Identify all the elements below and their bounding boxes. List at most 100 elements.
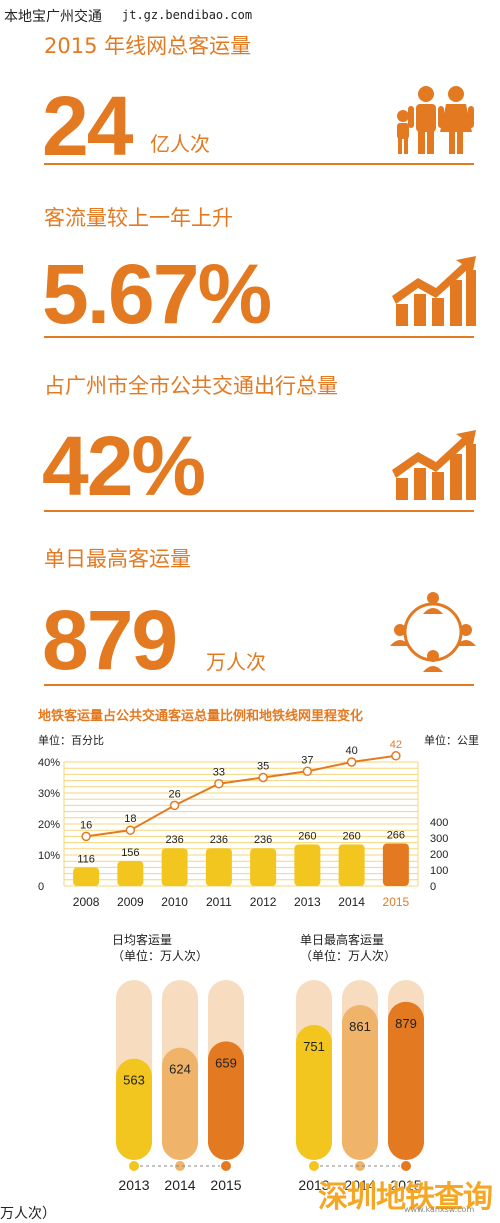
pill-bar — [162, 1047, 198, 1160]
bar — [161, 848, 188, 886]
left-tick-label: 0 — [38, 881, 44, 893]
pill-bar — [296, 1024, 332, 1160]
pill-year-label: 2013 — [298, 1177, 329, 1193]
x-tick-label: 2012 — [250, 895, 277, 909]
divider — [44, 336, 474, 338]
pill-value: 751 — [303, 1039, 325, 1054]
pill-value: 659 — [215, 1055, 237, 1070]
stat-title-total: 2015 年线网总客运量 — [44, 34, 252, 58]
pill-year-label: 2015 — [390, 1177, 421, 1193]
pill-dot — [401, 1161, 411, 1171]
right-tick-label: 0 — [430, 881, 436, 893]
pill-dot — [175, 1161, 185, 1171]
x-tick-label: 2015 — [383, 895, 410, 909]
pill-dot — [355, 1161, 365, 1171]
line-label: 37 — [301, 754, 313, 766]
bar — [73, 867, 100, 886]
bar-label: 260 — [298, 830, 316, 842]
left-tick-label: 40% — [38, 757, 60, 769]
bar-label: 260 — [342, 830, 360, 842]
pill-dot — [129, 1161, 139, 1171]
peak-chart-title-line2: （单位：万人次） — [300, 949, 397, 963]
line-series — [85, 754, 397, 838]
pill-year-label: 2015 — [210, 1177, 241, 1193]
left-tick-label: 20% — [38, 819, 60, 831]
x-tick-label: 2008 — [73, 895, 100, 909]
line-point — [125, 825, 136, 835]
line-label: 16 — [80, 819, 92, 831]
line-label: 42 — [390, 740, 402, 751]
bar — [382, 843, 409, 886]
people-circle-icon — [390, 592, 476, 672]
left-axis-unit: 单位：百分比 — [38, 734, 104, 747]
bar — [205, 848, 232, 886]
watermark-site: 本地宝广州交通 — [4, 9, 102, 25]
watermark-url: jt.gz.bendibao.com — [122, 8, 253, 22]
stat-title-peak: 单日最高客运量 — [44, 547, 191, 571]
x-tick-label: 2009 — [117, 895, 144, 909]
pill-bar — [388, 1001, 424, 1160]
stat-title-growth: 客流量较上一年上升 — [44, 206, 233, 230]
pill-dot — [221, 1161, 231, 1171]
line-label: 35 — [257, 761, 269, 773]
right-tick-label: 400 — [430, 817, 448, 829]
divider — [44, 163, 474, 165]
bar-label: 236 — [210, 834, 228, 846]
brand-url: www.kanxsw.com — [404, 1205, 475, 1214]
pill-year-label: 2014 — [164, 1177, 195, 1193]
line-point — [391, 751, 401, 761]
daily-chart-title-line2: （单位：万人次） — [112, 949, 209, 963]
line-label: 26 — [169, 788, 181, 800]
line-label: 40 — [346, 745, 358, 757]
rising-bars-icon — [392, 256, 476, 326]
peak-chart-title-line1: 单日最高客运量 — [300, 933, 385, 947]
pill-year-label: 2013 — [118, 1177, 149, 1193]
cutoff-text: 万人次） — [0, 1206, 56, 1222]
stat-title-share: 占广州市全市公共交通出行总量 — [44, 374, 338, 398]
line-point — [346, 757, 357, 767]
pill-value: 861 — [349, 1019, 371, 1034]
line-label: 33 — [213, 767, 225, 779]
peak-pill-chart: 751 2013 861 2014 879 2015 — [296, 980, 424, 1193]
stat-unit-peak: 万人次 — [206, 650, 266, 674]
bar-label: 266 — [387, 829, 405, 841]
bar — [117, 861, 144, 886]
bar-label: 156 — [121, 847, 139, 859]
pill-value: 563 — [123, 1073, 145, 1088]
pill-bar — [342, 1005, 378, 1160]
x-tick-label: 2013 — [294, 895, 321, 909]
line-point — [302, 766, 313, 777]
rising-bars-icon — [392, 430, 476, 500]
stat-value-growth: 5.67% — [42, 247, 272, 341]
family-icon — [397, 86, 474, 154]
right-tick-label: 200 — [430, 849, 448, 861]
x-tick-label: 2010 — [161, 895, 188, 909]
stat-unit-total: 亿人次 — [150, 132, 210, 156]
daily-chart-title: 日均客运量 （单位：万人次） — [112, 932, 208, 964]
bar — [294, 844, 321, 886]
chart-title: 地铁客运量占公共交通客运总量比例和地铁线网里程变化 — [38, 709, 364, 724]
peak-chart-title: 单日最高客运量 （单位：万人次） — [300, 932, 396, 964]
line-point — [258, 772, 268, 783]
right-tick-label: 300 — [430, 833, 448, 845]
daily-pill-chart: 563 2013 624 2014 659 2015 — [116, 980, 244, 1193]
combo-chart: 0 10% 20% 30% 40% 0 100 200 300 400 116 156 236 236 23… — [38, 740, 448, 909]
x-tick-label: 2014 — [338, 895, 365, 909]
pill-value: 624 — [169, 1062, 191, 1077]
pill-year-label: 2014 — [344, 1177, 375, 1193]
pill-bar — [116, 1058, 152, 1160]
line-point — [81, 831, 91, 842]
line-label: 18 — [124, 813, 136, 825]
bar-label: 116 — [77, 853, 95, 865]
bar-label: 236 — [254, 834, 272, 846]
bar-label: 236 — [165, 834, 183, 846]
bar — [338, 844, 365, 886]
pill-value: 879 — [395, 1016, 417, 1031]
x-tick-label: 2011 — [206, 895, 232, 909]
right-tick-label: 100 — [430, 865, 448, 877]
pill-bar — [208, 1041, 244, 1160]
left-tick-label: 30% — [38, 788, 60, 800]
bar — [250, 848, 277, 886]
divider — [44, 510, 474, 512]
daily-chart-title-line1: 日均客运量 — [112, 933, 173, 947]
